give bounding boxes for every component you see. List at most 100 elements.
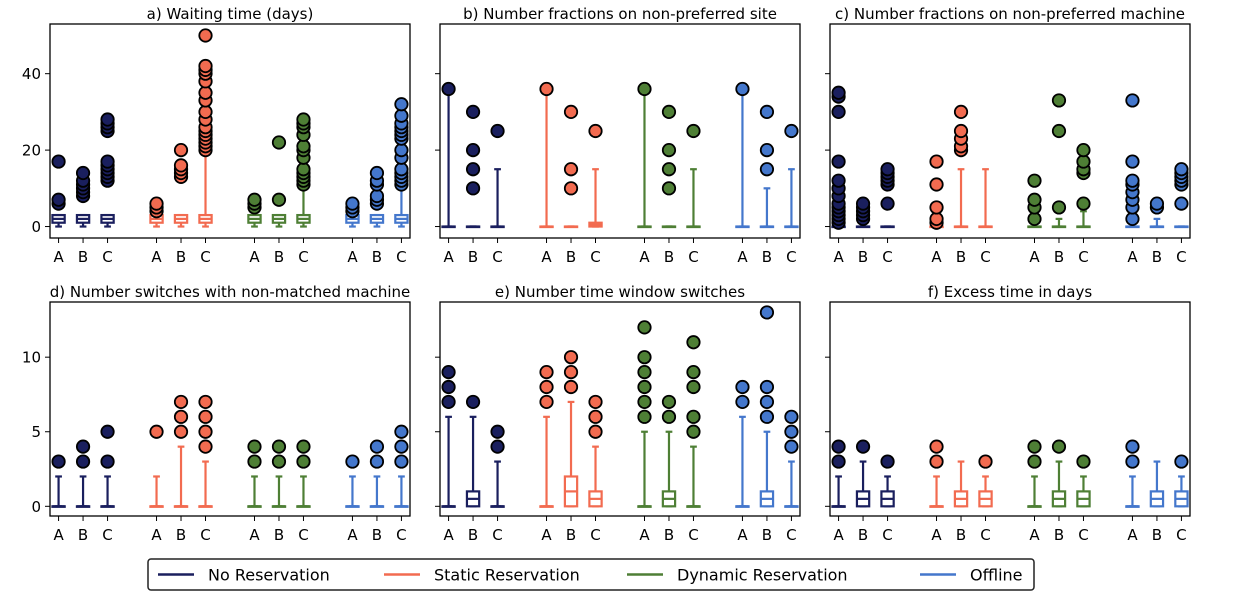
outlier-point <box>173 158 189 173</box>
outlier-point <box>563 181 579 196</box>
outlier-point <box>394 454 409 469</box>
x-tick-label: B <box>956 248 966 266</box>
outlier-point <box>637 379 652 395</box>
x-tick-label: C <box>1078 248 1088 266</box>
axes-frame <box>439 23 801 239</box>
box-A <box>247 192 262 228</box>
series-static-reservation <box>539 350 603 508</box>
x-tick-label: C <box>200 248 210 266</box>
outlier-point <box>929 211 944 226</box>
series-no-reservation <box>51 112 115 228</box>
outlier-point <box>1051 123 1067 139</box>
box-A <box>149 196 164 228</box>
outlier-point <box>539 81 554 97</box>
outlier-point <box>149 196 164 211</box>
outlier-point <box>465 143 481 158</box>
box-B <box>369 165 385 228</box>
panel-title: e) Number time window switches <box>495 283 745 301</box>
outlier-point <box>759 379 775 395</box>
box-C <box>588 394 603 508</box>
x-tick-label: C <box>1176 526 1186 544</box>
x-tick-label: A <box>737 248 748 266</box>
box-B <box>759 104 775 229</box>
box-A <box>539 364 554 508</box>
x-tick-label: B <box>78 248 88 266</box>
x-tick-label: B <box>176 526 186 544</box>
outlier-point <box>271 192 287 207</box>
outlier-point <box>441 379 456 395</box>
outlier-point <box>661 394 677 410</box>
outlier-point <box>75 165 91 181</box>
box-C <box>198 394 213 508</box>
outlier-point <box>100 454 115 469</box>
outlier-point <box>1125 173 1140 188</box>
legend-entry: Static Reservation <box>384 566 580 585</box>
outlier-point <box>1125 439 1140 454</box>
x-tick-label: A <box>151 526 162 544</box>
outlier-point <box>271 439 287 454</box>
outlier-point <box>465 394 481 410</box>
series-static-reservation <box>929 439 993 508</box>
box-C <box>880 454 895 508</box>
outlier-point <box>759 143 775 158</box>
box-A <box>637 81 652 229</box>
outlier-point <box>784 409 799 424</box>
x-tick-label: A <box>931 526 942 544</box>
box-C <box>100 112 115 228</box>
series-no-reservation <box>51 424 115 508</box>
x-tick-label: B <box>78 526 88 544</box>
series-no-reservation <box>441 364 505 508</box>
box-B <box>661 394 677 508</box>
outlier-point <box>563 162 579 177</box>
outlier-point <box>465 104 481 119</box>
outlier-point <box>1076 196 1091 211</box>
outlier-point <box>1174 454 1189 469</box>
outlier-point <box>637 320 652 335</box>
outlier-point <box>198 58 213 74</box>
outlier-point <box>100 154 115 169</box>
box-A <box>929 154 944 230</box>
box-B <box>1149 196 1165 229</box>
outlier-point <box>1051 200 1067 215</box>
outlier-point <box>198 85 213 100</box>
outlier-point <box>394 143 409 158</box>
outlier-point <box>831 173 846 188</box>
outlier-point <box>198 439 213 454</box>
x-tick-label: C <box>298 248 308 266</box>
box-C <box>394 97 409 228</box>
outlier-point <box>369 439 385 454</box>
outlier-point <box>735 379 750 395</box>
series-offline <box>735 81 799 229</box>
outlier-point <box>735 394 750 410</box>
x-tick-label: A <box>443 526 454 544</box>
outlier-point <box>855 196 871 211</box>
series-static-reservation <box>539 81 603 229</box>
outlier-point <box>296 439 311 454</box>
box-B <box>953 460 969 508</box>
box-C <box>880 162 895 229</box>
outlier-point <box>345 454 360 469</box>
box-C <box>686 335 701 508</box>
x-tick-label: B <box>1054 526 1064 544</box>
box-B <box>1051 93 1067 229</box>
outlier-point <box>394 439 409 454</box>
outlier-point <box>588 409 603 424</box>
panel-title: c) Number fractions on non-preferred mac… <box>835 5 1185 23</box>
x-tick-label: B <box>176 248 186 266</box>
series-static-reservation <box>149 394 213 508</box>
box-A <box>1027 173 1042 229</box>
x-tick-label: A <box>443 248 454 266</box>
axes-frame <box>829 301 1191 517</box>
box-A <box>735 81 750 229</box>
outlier-point <box>394 162 409 177</box>
x-tick-label: B <box>762 526 772 544</box>
outlier-point <box>855 439 871 454</box>
outlier-point <box>831 154 846 169</box>
outlier-point <box>686 409 701 424</box>
outlier-point <box>686 379 701 395</box>
x-tick-label: A <box>347 248 358 266</box>
outlier-point <box>735 81 750 97</box>
x-tick-label: C <box>396 248 406 266</box>
outlier-point <box>929 200 944 215</box>
